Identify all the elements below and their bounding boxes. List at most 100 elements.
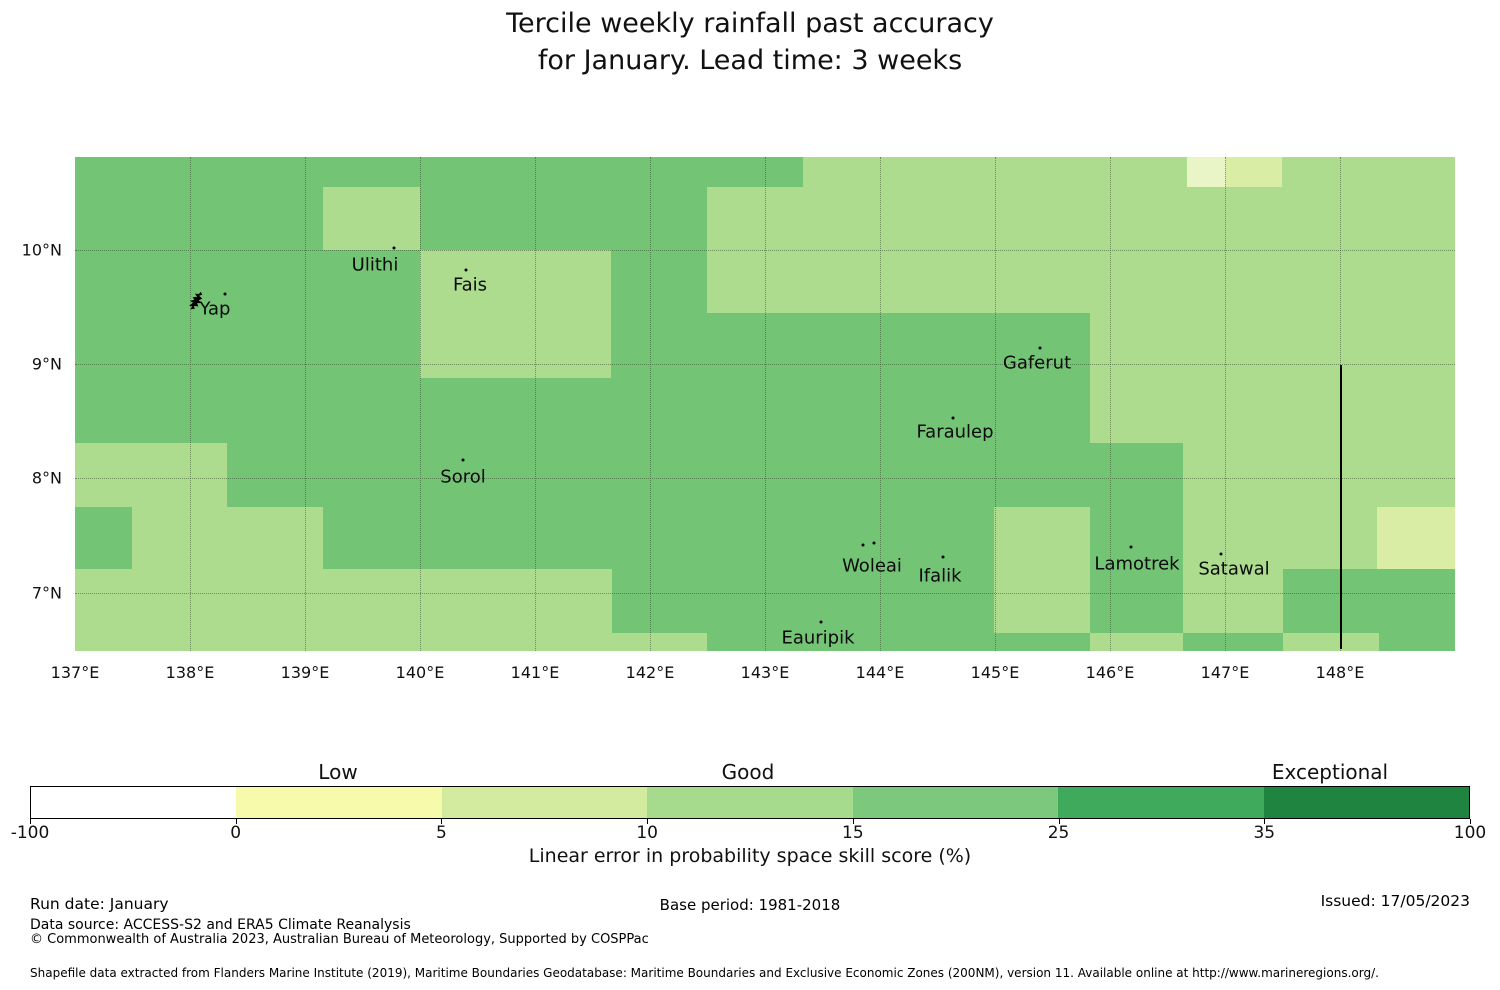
x-axis-tick-label: 140°E: [395, 663, 445, 682]
island-label: Ulithi: [351, 254, 399, 276]
x-axis-tick-label: 144°E: [855, 663, 905, 682]
chart-title: Tercile weekly rainfall past accuracy fo…: [0, 5, 1500, 79]
island-label: Ifalik: [918, 565, 962, 587]
colorbar-tick-label: -100: [10, 823, 50, 843]
gridline-meridian: [995, 157, 996, 651]
island-marker: [1038, 346, 1042, 350]
island-label: Lamotrek: [1094, 553, 1180, 575]
map-skill-cell: [1282, 157, 1455, 187]
colorbar-tick-mark: [1470, 819, 1471, 824]
map-skill-cell: [1183, 569, 1283, 633]
map-skill-cell: [611, 313, 1090, 378]
island-label: Woleai: [842, 555, 902, 577]
map-skill-cell: [75, 157, 803, 187]
island-label: Gaferut: [1002, 352, 1072, 374]
island-marker: [951, 416, 955, 420]
map-skill-cell: [75, 507, 132, 569]
colorbar-tick-label: 100: [1453, 823, 1487, 843]
map-skill-cell: [707, 250, 1455, 313]
x-axis-tick-label: 138°E: [165, 663, 215, 682]
map-skill-cell: [420, 250, 611, 313]
map-skill-cell: [75, 313, 420, 378]
colorbar-tick-label: 0: [230, 823, 242, 843]
colorbar-tick-mark: [235, 819, 237, 824]
eez-boundary-line: [1340, 365, 1342, 649]
colorbar-tick-mark: [1264, 819, 1266, 824]
y-axis-tick-label: 8°N: [31, 468, 62, 488]
x-axis-tick-label: 142°E: [625, 663, 675, 682]
island-label: Yap: [199, 298, 231, 320]
island-label: Fais: [452, 274, 488, 296]
map-skill-cell: [1377, 507, 1455, 569]
map-skill-cell: [420, 187, 707, 250]
island-marker: [819, 620, 823, 624]
colorbar-segment: [31, 787, 237, 818]
colorbar-segment: [647, 787, 853, 818]
colorbar-segment: [1058, 787, 1264, 818]
colorbar-segment: [236, 787, 442, 818]
island-marker: [872, 541, 876, 545]
colorbar-tick-mark: [1058, 819, 1060, 824]
colorbar-tick-label: 35: [1253, 823, 1276, 843]
island-label: Faraulep: [916, 421, 994, 443]
map-skill-cell: [994, 507, 1090, 569]
map-skill-cell: [323, 507, 994, 569]
x-axis-tick-label: 137°E: [50, 663, 100, 682]
colorbar-tick-label: 10: [636, 823, 658, 843]
map-skill-cell: [1090, 507, 1183, 569]
map-skill-cell: [1183, 443, 1455, 507]
colorbar-segment: [1263, 787, 1469, 818]
island-marker: [861, 543, 865, 547]
island-marker: [461, 458, 465, 462]
chart-title-line1: Tercile weekly rainfall past accuracy: [506, 8, 994, 39]
map-skill-cell: [75, 569, 612, 633]
map-skill-cell: [1183, 507, 1377, 569]
gridline-parallel: [75, 250, 1455, 251]
colorbar-segment: [852, 787, 1059, 818]
map-plot-area: Yap Ulithi Fais Sorol Gaferut Faraulep Woleai I…: [75, 157, 1455, 651]
gridline-meridian: [305, 157, 306, 651]
map-skill-cell: [75, 443, 227, 507]
gridline-meridian: [535, 157, 536, 651]
map-skill-cell: [1090, 569, 1183, 633]
colorbar-tick-mark: [647, 819, 649, 824]
map-skill-cell: [707, 187, 1455, 250]
x-axis-tick-label: 148°E: [1315, 663, 1365, 682]
footer-base-period: Base period: 1981-2018: [659, 896, 841, 914]
map-skill-cell: [994, 569, 1090, 633]
colorbar-caption: Linear error in probability space skill …: [528, 845, 972, 867]
island-marker: [392, 246, 396, 250]
colorbar-region-label: Exceptional: [1271, 760, 1389, 784]
map-skill-cell: [1090, 378, 1455, 443]
map-skill-cell: [75, 633, 707, 651]
footer-shapefile-attribution: Shapefile data extracted from Flanders M…: [30, 966, 1379, 980]
x-axis-tick-label: 145°E: [970, 663, 1020, 682]
island-marker: [1129, 545, 1133, 549]
map-skill-cell: [227, 443, 1183, 507]
map-skill-cell: [1379, 633, 1455, 651]
colorbar-tick-mark: [852, 819, 854, 824]
colorbar-segment: [441, 787, 648, 818]
island-marker: [223, 292, 227, 296]
gridline-parallel: [75, 364, 1455, 365]
x-axis-tick-label: 139°E: [280, 663, 330, 682]
map-skill-cell: [323, 187, 420, 250]
y-axis-tick-label: 10°N: [21, 240, 62, 260]
map-skill-cell: [1090, 313, 1455, 378]
footer-data-source: Data source: ACCESS-S2 and ERA5 Climate …: [30, 917, 411, 933]
gridline-meridian: [880, 157, 881, 651]
map-skill-cell: [1187, 157, 1225, 187]
x-axis-tick-label: 147°E: [1200, 663, 1250, 682]
map-skill-cell: [1225, 157, 1282, 187]
gridline-meridian: [420, 157, 421, 651]
map-skill-cell: [1183, 633, 1283, 651]
map-skill-cell: [75, 378, 1090, 443]
island-label: Eauripik: [781, 627, 855, 649]
footer-copyright: © Commonwealth of Australia 2023, Austra…: [30, 932, 649, 947]
colorbar-tick-label: 25: [1047, 823, 1070, 843]
colorbar-tick-mark: [30, 819, 31, 824]
gridline-meridian: [1110, 157, 1111, 651]
map-skill-cell: [1283, 569, 1455, 633]
map-skill-cell: [75, 250, 420, 313]
gridline-meridian: [190, 157, 191, 651]
